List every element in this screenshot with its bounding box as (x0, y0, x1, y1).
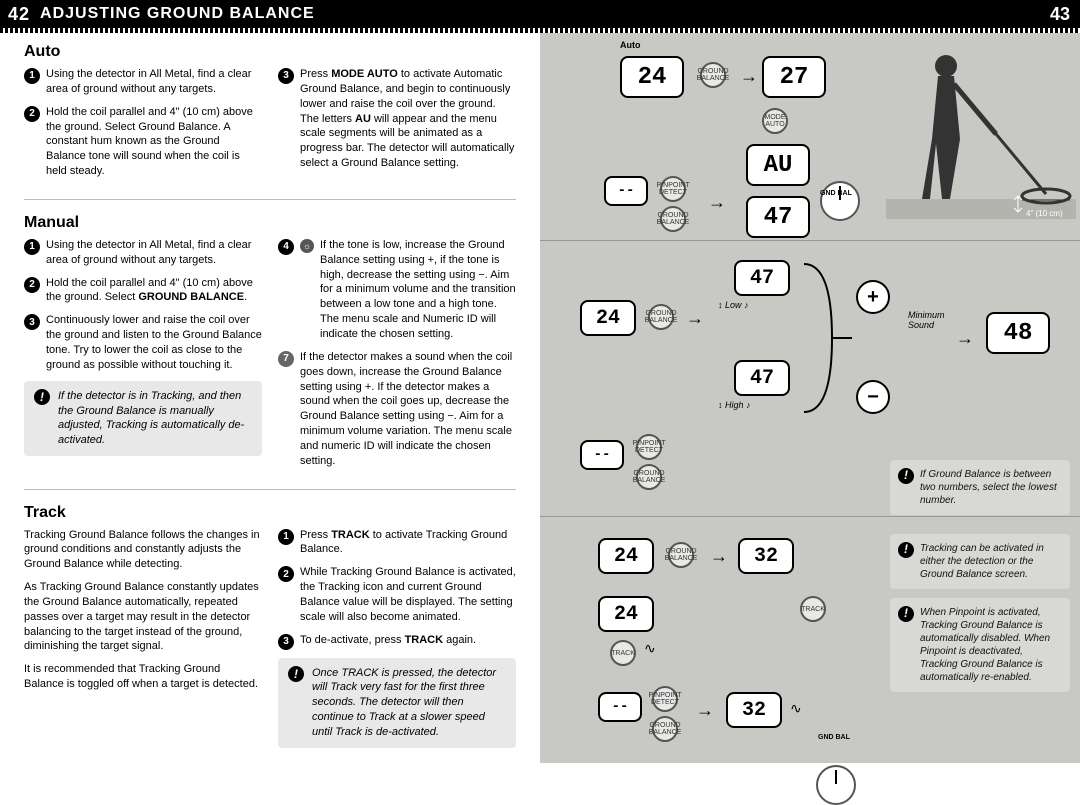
warning-icon: ! (34, 389, 50, 405)
min-sound-label: Minimum Sound (908, 310, 968, 330)
auto-step-1: 1 Using the detector in All Metal, find … (24, 67, 262, 97)
page-number-left: 42 (8, 4, 30, 25)
auto-label: Auto (620, 40, 641, 50)
dial-icon (816, 765, 856, 805)
lcd-small: -- (598, 692, 642, 722)
track-p1: Tracking Ground Balance follows the chan… (24, 528, 262, 573)
bullet-3: 3 (278, 68, 294, 84)
manual-step-7: 7 If the detector makes a sound when the… (278, 350, 516, 469)
pinpoint-btn-icon: PINPOINT DETECT (636, 434, 662, 460)
track-note: ! Once TRACK is pressed, the detector wi… (278, 658, 516, 748)
ground-balance-btn-icon: GROUND BALANCE (660, 206, 686, 232)
manual-step-2: 2 Hold the coil parallel and 4" (10 cm) … (24, 276, 262, 306)
note-manual: ! If Ground Balance is between two numbe… (890, 460, 1070, 515)
lcd-47-low: 47 (734, 260, 790, 296)
section-manual: Manual 1 Using the detector in All Metal… (0, 204, 540, 485)
gndbal-label: GND BAL (820, 190, 852, 197)
lcd-48: 48 (986, 312, 1050, 354)
lcd-24: 24 (598, 538, 654, 574)
lcd-47-high: 47 (734, 360, 790, 396)
lcd-small: -- (580, 440, 624, 470)
gndbal-label: GND BAL (818, 734, 850, 741)
track-p2: As Tracking Ground Balance constantly up… (24, 580, 262, 654)
track-btn-icon: TRACK (800, 596, 826, 622)
track-p3: It is recommended that Tracking Ground B… (24, 662, 262, 692)
person-detector-icon: 4" (10 cm) (886, 44, 1076, 224)
lcd-24: 24 (580, 300, 636, 336)
manual-note: ! If the detector is in Tracking, and th… (24, 381, 262, 456)
svg-text:4" (10 cm): 4" (10 cm) (1026, 209, 1063, 218)
arrow-icon: → (956, 328, 974, 349)
auto-step-2: 2 Hold the coil parallel and 4" (10 cm) … (24, 105, 262, 179)
lcd-47: 47 (746, 196, 810, 238)
page-header: 42 ADJUSTING GROUND BALANCE (0, 0, 540, 28)
section-auto: Auto 1 Using the detector in All Metal, … (0, 33, 540, 195)
plus-button-icon: + (856, 280, 890, 314)
warning-icon: ! (898, 606, 914, 622)
ground-balance-btn-icon: GROUND BALANCE (700, 62, 726, 88)
bullet-1: 1 (24, 68, 40, 84)
lcd-27: 27 (762, 56, 826, 98)
auto-step-3: 3 Press MODE AUTO to activate Automatic … (278, 67, 516, 171)
warning-icon: ! (898, 468, 914, 484)
divider (540, 240, 1080, 241)
page-number-right: 43 (1050, 4, 1070, 25)
ground-balance-btn-icon: GROUND BALANCE (652, 716, 678, 742)
ground-balance-btn-icon: GROUND BALANCE (648, 304, 674, 330)
manual-step-3: 3 Continuously lower and raise the coil … (24, 313, 262, 372)
wave-icon: ∿ (790, 700, 802, 717)
torn-edge (540, 28, 1080, 33)
ground-balance-btn-icon: GROUND BALANCE (636, 464, 662, 490)
minus-button-icon: − (856, 380, 890, 414)
auto-title: Auto (24, 43, 516, 61)
page-title: ADJUSTING GROUND BALANCE (40, 5, 315, 23)
ground-balance-btn-icon: GROUND BALANCE (668, 542, 694, 568)
divider (24, 199, 516, 200)
divider (24, 489, 516, 490)
lcd-32: 32 (726, 692, 782, 728)
lcd-24: 24 (620, 56, 684, 98)
bullet-2: 2 (24, 106, 40, 122)
note-track2: ! When Pinpoint is activated, Tracking G… (890, 598, 1070, 692)
arrow-icon: → (708, 192, 726, 213)
section-track: Track Tracking Ground Balance follows th… (0, 494, 540, 756)
manual-step-4: 4 ☼ If the tone is low, increase the Gro… (278, 238, 516, 342)
arrow-icon: → (686, 308, 704, 329)
bracket-icon (798, 258, 858, 418)
dial-icon (820, 181, 860, 221)
warning-icon: ! (288, 666, 304, 682)
manual-step-1: 1 Using the detector in All Metal, find … (24, 238, 262, 268)
lcd-32: 32 (738, 538, 794, 574)
track-step-2: 2 While Tracking Ground Balance is activ… (278, 565, 516, 624)
wave-icon: ∿ (644, 640, 656, 657)
arrow-icon: → (740, 66, 758, 87)
lcd-small: -- (604, 176, 648, 206)
track-step-1: 1 Press TRACK to activate Tracking Groun… (278, 528, 516, 558)
track-step-3: 3 To de-activate, press TRACK again. (278, 633, 516, 650)
pinpoint-btn-icon: PINPOINT DETECT (652, 686, 678, 712)
manual-title: Manual (24, 214, 516, 232)
lcd-au: AU (746, 144, 810, 186)
pinpoint-btn-icon: PINPOINT DETECT (660, 176, 686, 202)
divider (540, 516, 1080, 517)
arrow-icon: → (710, 546, 728, 567)
mode-auto-btn-icon: MODE AUTO (762, 108, 788, 134)
arrow-icon: → (696, 700, 714, 721)
track-btn-icon: TRACK (610, 640, 636, 666)
track-title: Track (24, 504, 516, 522)
warning-icon: ! (898, 542, 914, 558)
page-header-right: 43 (540, 0, 1080, 28)
lcd-24: 24 (598, 596, 654, 632)
note-track1: ! Tracking can be activated in either th… (890, 534, 1070, 589)
